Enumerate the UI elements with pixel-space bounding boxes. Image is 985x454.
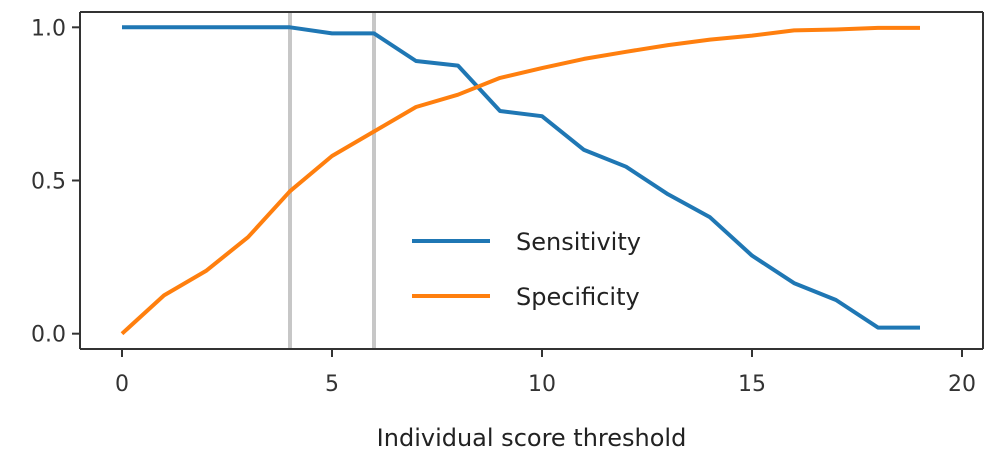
x-tick-label: 20 — [948, 372, 976, 397]
legend: Sensitivity Specificity — [412, 228, 641, 311]
legend-label-sensitivity: Sensitivity — [516, 228, 641, 256]
y-tick-label: 0.0 — [31, 323, 66, 348]
x-tick-label: 10 — [528, 372, 556, 397]
series-lines — [120, 25, 920, 336]
series-line-sensitivity — [122, 25, 920, 330]
legend-label-specificity: Specificity — [516, 283, 640, 311]
x-tick-label: 15 — [738, 372, 766, 397]
vertical-reference-lines — [288, 12, 376, 349]
y-axis-ticks: 0.0 0.5 1.0 — [31, 16, 80, 348]
x-tick-label: 5 — [325, 372, 339, 397]
x-axis-ticks: 0 5 10 15 20 — [115, 349, 976, 397]
x-tick-label: 0 — [115, 372, 129, 397]
x-axis-title: Individual score threshold — [377, 424, 687, 452]
series-line-specificity — [120, 25, 920, 336]
y-tick-label: 1.0 — [31, 16, 66, 41]
y-tick-label: 0.5 — [31, 170, 66, 195]
